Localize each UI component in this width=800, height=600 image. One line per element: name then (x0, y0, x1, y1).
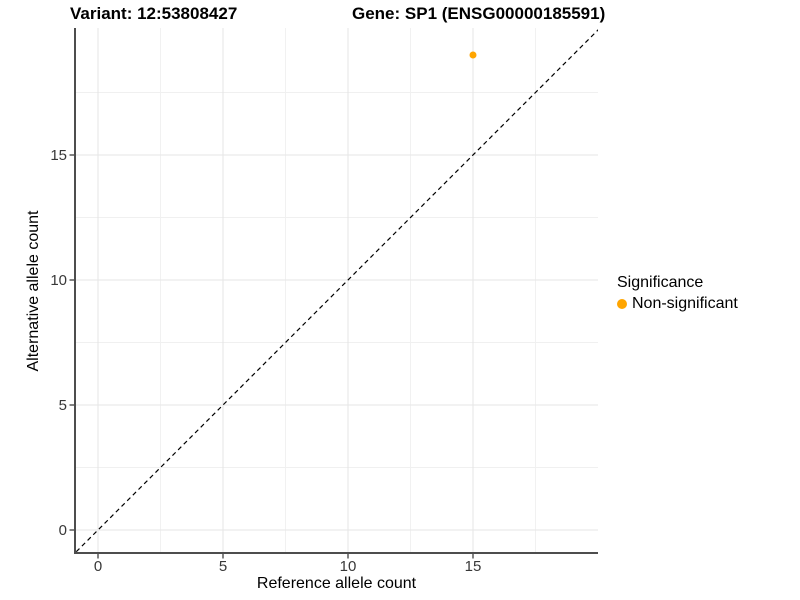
x-tick-label: 10 (340, 558, 357, 575)
x-tick-label: 0 (94, 558, 102, 575)
y-tick-label: 15 (50, 147, 67, 164)
x-tick-label: 15 (465, 558, 482, 575)
variant-title: Variant: 12:53808427 (70, 4, 238, 23)
y-axis-title: Alternative allele count (25, 210, 42, 372)
data-point (469, 51, 477, 59)
legend: Significance Non-significant (617, 274, 738, 313)
legend-title: Significance (617, 274, 704, 291)
identity-dashed-line (75, 29, 598, 553)
gene-title: Gene: SP1 (ENSG00000185591) (352, 4, 606, 23)
legend-entries: Non-significant (617, 295, 738, 313)
x-axis-title: Reference allele count (256, 575, 417, 592)
y-tick-label: 5 (59, 397, 67, 414)
legend-point-icon (617, 299, 627, 309)
y-tick-label: 0 (59, 522, 67, 539)
y-tick-label: 10 (50, 272, 67, 289)
legend-entry: Non-significant (617, 295, 738, 313)
x-tick-label: 5 (219, 558, 227, 575)
legend-entry-label: Non-significant (632, 295, 738, 312)
